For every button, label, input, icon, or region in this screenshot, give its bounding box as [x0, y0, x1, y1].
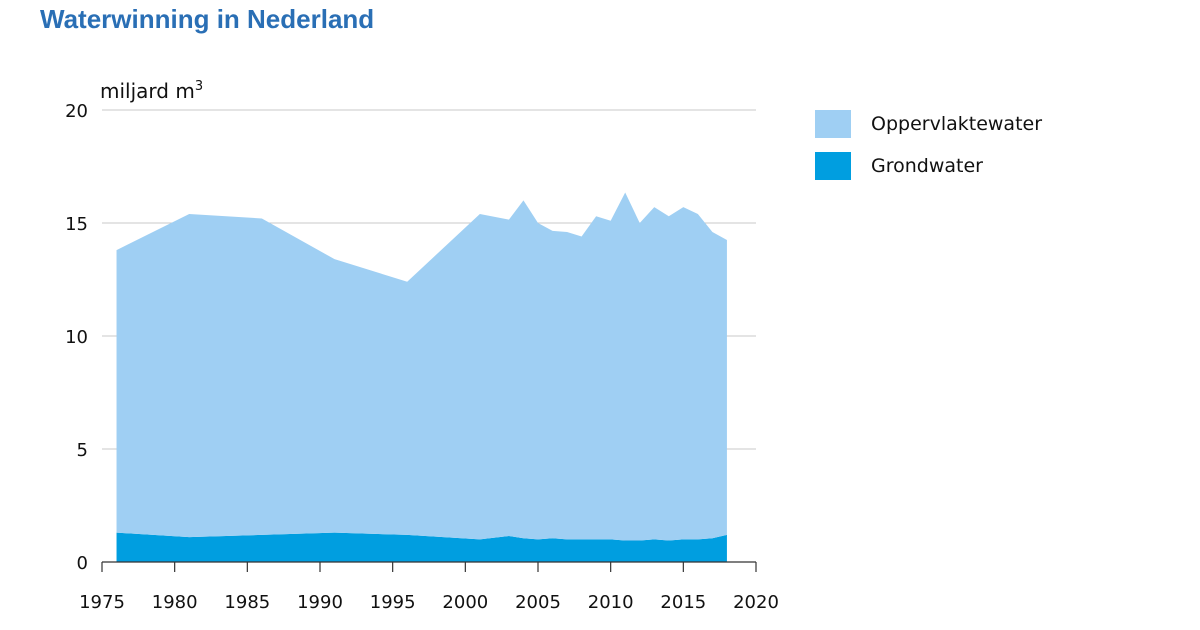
y-tick-label-10: 10 — [65, 327, 88, 348]
y-tick-label-5: 5 — [77, 440, 88, 461]
legend-swatch-oppervlaktewater — [815, 110, 851, 138]
axes: 0 5 10 15 20 1975 1980 1985 1990 1995 2000 2005 2010… — [65, 101, 779, 613]
y-axis-unit-superscript: 3 — [195, 79, 203, 94]
y-axis-unit-text: miljard m — [100, 79, 195, 103]
x-tick-label-2010: 2010 — [588, 592, 634, 613]
x-tick-label-1995: 1995 — [370, 592, 416, 613]
x-tick-label-1990: 1990 — [297, 592, 343, 613]
svg-text:miljard m3: miljard m3 — [100, 79, 203, 103]
x-tick-label-1985: 1985 — [224, 592, 270, 613]
x-tick-label-1980: 1980 — [152, 592, 198, 613]
legend-label-oppervlaktewater: Oppervlaktewater — [871, 113, 1043, 135]
x-tick-label-2015: 2015 — [660, 592, 706, 613]
chart-areas — [116, 192, 727, 562]
legend: Oppervlaktewater Grondwater — [815, 110, 1042, 194]
y-tick-label-15: 15 — [65, 214, 88, 235]
y-tick-label-0: 0 — [77, 553, 88, 574]
chart-title: Waterwinning in Nederland — [40, 4, 375, 34]
area-grondwater — [116, 532, 727, 562]
legend-swatch-grondwater — [815, 152, 851, 180]
x-tick-label-2020: 2020 — [733, 592, 779, 613]
y-tick-label-20: 20 — [65, 101, 88, 122]
y-axis-unit-label: miljard m3 — [100, 79, 203, 103]
x-tick-label-2005: 2005 — [515, 592, 561, 613]
x-tick-label-1975: 1975 — [79, 592, 125, 613]
legend-item-grondwater: Grondwater — [815, 152, 1042, 180]
x-tick-label-2000: 2000 — [442, 592, 488, 613]
legend-item-oppervlaktewater: Oppervlaktewater — [815, 110, 1042, 138]
area-oppervlaktewater — [116, 192, 727, 541]
legend-label-grondwater: Grondwater — [871, 155, 983, 177]
